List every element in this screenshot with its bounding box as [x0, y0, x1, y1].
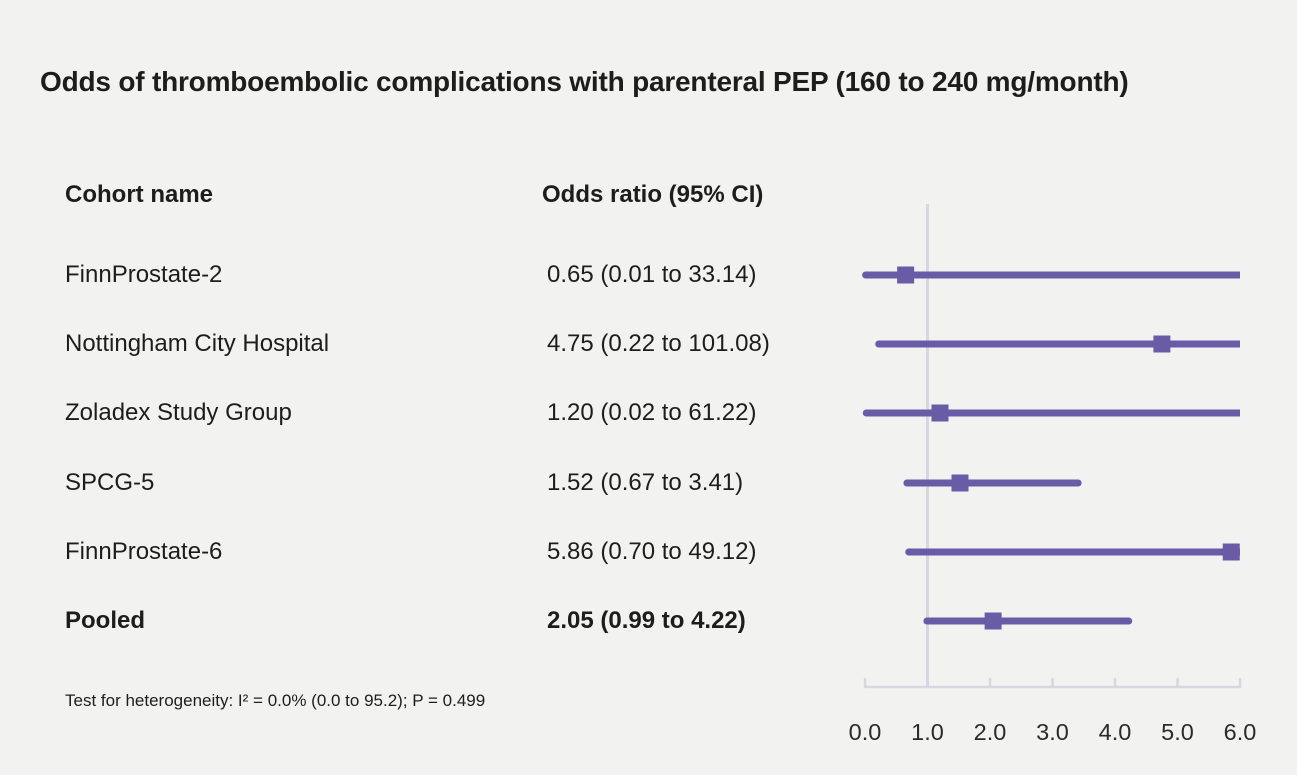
- x-axis-tick-label: 1.0: [911, 719, 944, 745]
- figure-title: Odds of thromboembolic complications wit…: [40, 66, 1129, 97]
- odds-ratio-value: 0.65 (0.01 to 33.14): [547, 261, 757, 288]
- pooled-or-marker: [984, 612, 1002, 630]
- ci-line-cap: [905, 548, 913, 556]
- ci-line-cap: [923, 617, 931, 625]
- table-row: FinnProstate-2 0.65 (0.01 to 33.14): [0, 259, 840, 291]
- or-marker: [897, 266, 915, 284]
- or-marker: [931, 404, 949, 422]
- heterogeneity-note: Test for heterogeneity: I² = 0.0% (0.0 t…: [65, 691, 486, 710]
- odds-ratio-value: 1.20 (0.02 to 61.22): [547, 399, 757, 426]
- cohort-name: FinnProstate-2: [65, 261, 223, 288]
- ci-line-cap: [1074, 479, 1082, 487]
- ci-line-cap: [862, 271, 870, 279]
- odds-ratio-value: 5.86 (0.70 to 49.12): [547, 538, 757, 565]
- odds-ratio-column-header: Odds ratio (95% CI): [542, 181, 764, 208]
- x-axis-tick-label: 4.0: [1099, 719, 1132, 745]
- cohort-name: Pooled: [65, 607, 146, 634]
- or-marker: [1153, 335, 1171, 353]
- or-marker: [1222, 543, 1240, 561]
- table-row: SPCG-5 1.52 (0.67 to 3.41): [0, 467, 840, 499]
- ci-line-cap: [1125, 617, 1133, 625]
- odds-ratio-value: 4.75 (0.22 to 101.08): [547, 330, 770, 357]
- x-axis-tick-label: 3.0: [1036, 719, 1069, 745]
- table-row: Zoladex Study Group 1.20 (0.02 to 61.22): [0, 397, 840, 429]
- x-axis-tick-label: 2.0: [974, 719, 1007, 745]
- x-axis-tick-label: 0.0: [849, 719, 882, 745]
- cohort-name: Nottingham City Hospital: [65, 330, 330, 357]
- cohort-name: FinnProstate-6: [65, 538, 223, 565]
- cohort-column-header: Cohort name: [65, 181, 214, 208]
- odds-ratio-value: 2.05 (0.99 to 4.22): [547, 607, 746, 634]
- cohort-name: SPCG-5: [65, 469, 155, 496]
- x-axis-tick-label: 6.0: [1224, 719, 1257, 745]
- x-axis-tick-label: 5.0: [1161, 719, 1194, 745]
- ci-line-cap: [903, 479, 911, 487]
- or-marker: [951, 474, 969, 492]
- table-row: Nottingham City Hospital 4.75 (0.22 to 1…: [0, 328, 840, 360]
- cohort-name: Zoladex Study Group: [65, 399, 292, 426]
- ci-line-cap: [875, 340, 883, 348]
- odds-ratio-value: 1.52 (0.67 to 3.41): [547, 469, 744, 496]
- forest-plot: 0.0 1.0 2.0 3.0 4.0 5.0 6.0: [849, 204, 1257, 745]
- ci-line-cap: [862, 409, 870, 417]
- table-row-pooled: Pooled 2.05 (0.99 to 4.22): [0, 605, 840, 637]
- table-row: FinnProstate-6 5.86 (0.70 to 49.12): [0, 536, 840, 568]
